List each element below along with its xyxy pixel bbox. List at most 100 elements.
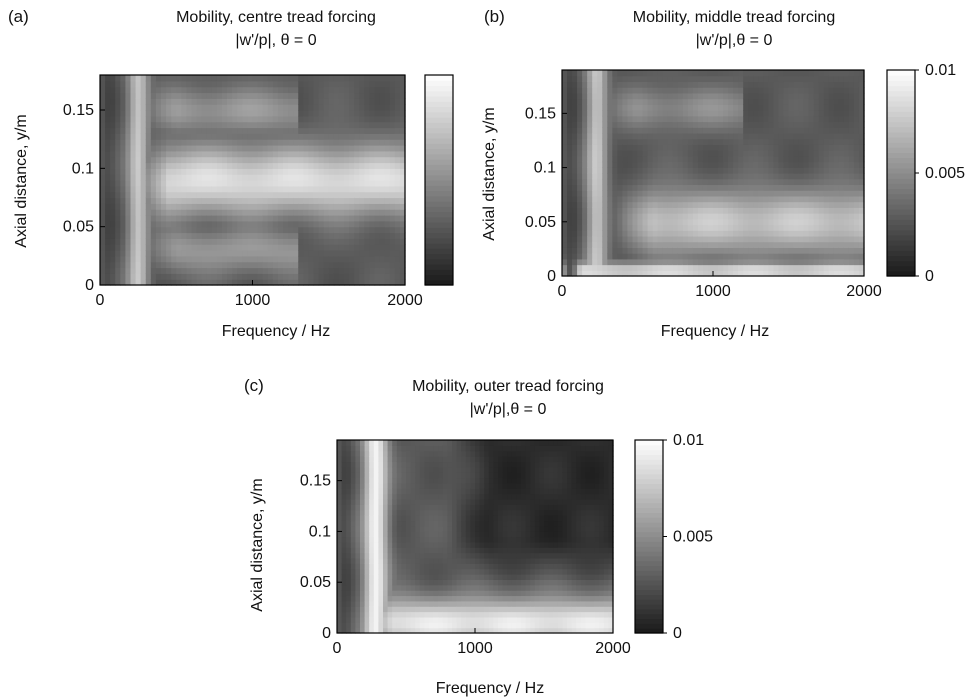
heatmap-cell: [597, 207, 603, 214]
heatmap-cell: [191, 80, 198, 88]
heatmap-cell: [392, 531, 398, 538]
heatmap-cell: [788, 184, 795, 191]
heatmap-cell: [748, 195, 754, 203]
heatmap-cell: [632, 264, 639, 271]
heatmap-cell: [308, 180, 315, 187]
heatmap-cell: [333, 80, 340, 88]
heatmap-cell: [592, 190, 598, 197]
heatmap-cell: [206, 127, 213, 134]
heatmap-cell: [338, 121, 345, 129]
heatmap-cell: [392, 461, 398, 468]
heatmap-cell: [378, 568, 384, 575]
heatmap-cell: [702, 264, 709, 271]
heatmap-cell: [341, 600, 347, 607]
heatmap-cell: [783, 195, 790, 203]
heatmap-cell: [344, 232, 350, 239]
heatmap-cell: [401, 579, 407, 586]
heatmap-cell: [662, 104, 669, 111]
heatmap-cell: [346, 445, 352, 452]
heatmap-cell: [150, 209, 157, 216]
heatmap-cell: [577, 195, 583, 203]
heatmap-cell: [667, 167, 674, 174]
heatmap-cell: [313, 215, 320, 222]
heatmap-cell: [848, 213, 855, 220]
heatmap-cell: [105, 156, 111, 164]
heatmap-cell: [753, 201, 759, 208]
heatmap-cell: [232, 185, 238, 193]
colorbar-band: [887, 111, 915, 117]
heatmap-cell: [838, 235, 845, 243]
heatmap-cell: [150, 86, 157, 94]
heatmap-cell: [612, 178, 618, 186]
heatmap-cell: [572, 161, 578, 168]
heatmap-cell: [743, 247, 749, 254]
heatmap-cell: [808, 70, 815, 77]
heatmap-cell: [642, 161, 649, 168]
heatmap-cell: [288, 191, 294, 199]
heatmap-cell: [283, 150, 289, 158]
heatmap-cell: [823, 75, 830, 83]
heatmap-cell: [798, 98, 805, 105]
heatmap-cell: [283, 162, 289, 169]
heatmap-cell: [201, 75, 208, 82]
heatmap-cell: [753, 138, 759, 145]
heatmap-cell: [145, 273, 152, 280]
heatmap-cell: [707, 247, 714, 254]
heatmap-cell: [364, 244, 371, 251]
heatmap-cell: [120, 255, 127, 263]
heatmap-cell: [748, 173, 754, 180]
heatmap-cell: [354, 75, 360, 82]
heatmap-cell: [135, 110, 142, 117]
heatmap-cell: [298, 145, 304, 152]
heatmap-cell: [778, 247, 785, 254]
heatmap-cell: [828, 230, 835, 237]
heatmap-cell: [723, 121, 729, 128]
heatmap-cell: [642, 167, 649, 174]
heatmap-cell: [155, 197, 162, 204]
heatmap-cell: [702, 104, 709, 111]
heatmap-cell: [378, 477, 384, 484]
heatmap-cell: [379, 150, 386, 158]
heatmap-cell: [713, 213, 719, 220]
heatmap-cell: [360, 552, 366, 559]
heatmap-cell: [283, 80, 289, 88]
heatmap-cell: [222, 279, 228, 286]
heatmap-cell: [592, 127, 598, 134]
heatmap-cell: [346, 574, 352, 580]
heatmap-cell: [364, 450, 370, 457]
colorbar-band: [887, 203, 915, 210]
heatmap-cell: [567, 235, 573, 243]
heatmap-cell: [383, 504, 389, 511]
heatmap-cell: [808, 127, 815, 134]
heatmap-cell: [222, 115, 228, 123]
heatmap-cell: [181, 80, 188, 88]
heatmap-cell: [354, 162, 360, 169]
heatmap-cell: [232, 127, 238, 134]
heatmap-cell: [389, 110, 396, 117]
heatmap-cell: [718, 184, 724, 191]
colorbar-band: [887, 116, 915, 123]
heatmap-cell: [267, 104, 274, 111]
heatmap-cell: [808, 75, 815, 83]
heatmap-cell: [130, 104, 137, 111]
heatmap-cell: [216, 162, 223, 169]
heatmap-cell: [298, 174, 304, 181]
colorbar-band: [887, 121, 915, 128]
heatmap-cell: [713, 201, 719, 208]
heatmap-cell: [828, 115, 835, 123]
heatmap-cell: [692, 138, 699, 145]
heatmap-cell: [328, 215, 335, 222]
heatmap-cell: [283, 273, 289, 280]
heatmap-cell: [687, 167, 694, 174]
heatmap-cell: [838, 144, 845, 151]
heatmap-cell: [667, 138, 674, 145]
heatmap-cell: [206, 215, 213, 222]
heatmap-cell: [748, 207, 754, 214]
heatmap-cell: [191, 238, 198, 245]
heatmap-cell: [768, 178, 774, 186]
heatmap-cell: [399, 110, 406, 117]
heatmap-cell: [387, 472, 393, 479]
heatmap-cell: [373, 616, 379, 623]
heatmap-cell: [171, 145, 177, 152]
heatmap-cell: [389, 261, 396, 269]
